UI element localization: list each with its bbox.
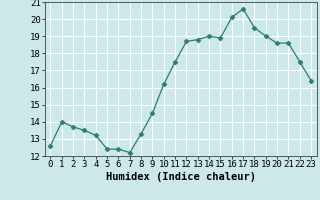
X-axis label: Humidex (Indice chaleur): Humidex (Indice chaleur) bbox=[106, 172, 256, 182]
